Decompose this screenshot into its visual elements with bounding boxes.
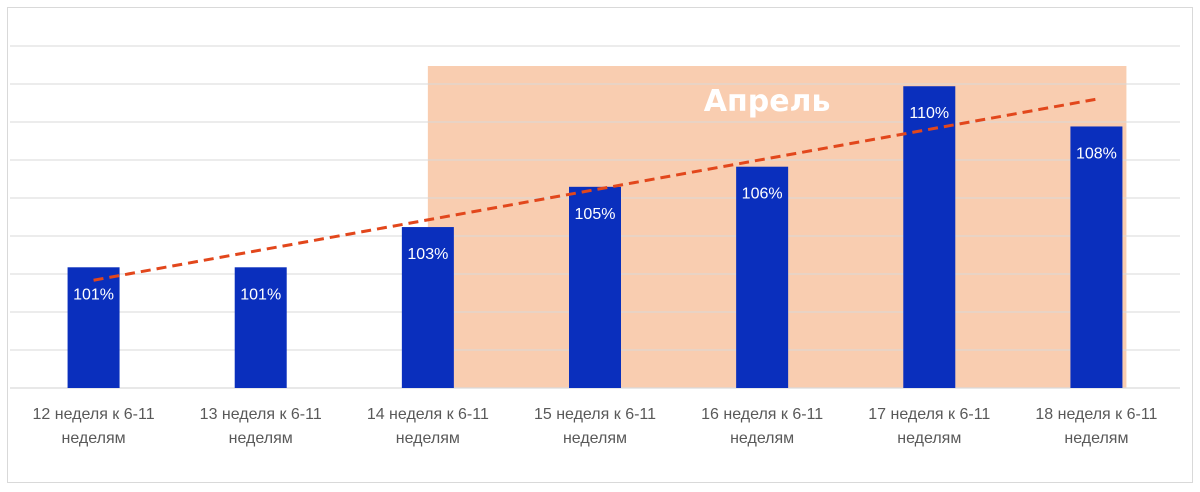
data-label: 108%	[1076, 145, 1117, 162]
x-tick-label: 16 неделя к 6-11 неделям	[701, 406, 823, 447]
data-label: 105%	[575, 206, 616, 223]
bar	[903, 86, 956, 388]
x-tick-label-line: 14 неделя к 6-11	[367, 406, 489, 423]
x-tick-layer: 12 неделя к 6-11 неделям 13 неделя к 6-11 н…	[33, 406, 1158, 447]
data-label: 103%	[407, 246, 448, 263]
bar	[736, 166, 789, 388]
x-tick-label-line: неделям	[1064, 430, 1128, 447]
x-tick-label: 12 неделя к 6-11 неделям	[33, 406, 155, 447]
x-tick-label-line: 12 неделя к 6-11	[33, 406, 155, 423]
x-tick-label-line: 18 неделя к 6-11	[1035, 406, 1157, 423]
x-tick-label: 14 неделя к 6-11 неделям	[367, 406, 489, 447]
x-tick-label-line: неделям	[62, 430, 126, 447]
x-tick-label-line: 17 неделя к 6-11	[868, 406, 990, 423]
label-layer: 101% 101% 103% 105% 106% 110% 108%	[73, 105, 1117, 303]
x-tick-label-line: неделям	[563, 430, 627, 447]
bar-layer	[67, 86, 1123, 389]
x-tick-label-line: неделям	[229, 430, 293, 447]
x-tick-label-line: неделям	[396, 430, 460, 447]
x-tick-label: 17 неделя к 6-11 неделям	[868, 406, 990, 447]
bar	[1070, 126, 1123, 389]
x-tick-label-line: неделям	[730, 430, 794, 447]
data-label: 101%	[240, 286, 281, 303]
bar	[67, 267, 120, 388]
x-tick-label-line: 13 неделя к 6-11	[200, 406, 322, 423]
x-tick-label-line: 16 неделя к 6-11	[701, 406, 823, 423]
bar	[234, 267, 287, 388]
april-region-label: Апрель	[704, 84, 831, 119]
bar	[401, 227, 454, 388]
trendline-layer	[93, 97, 1097, 282]
x-tick-label-line: неделям	[897, 430, 961, 447]
x-tick-label: 15 неделя к 6-11 неделям	[534, 406, 656, 447]
x-tick-label: 18 неделя к 6-11 неделям	[1035, 406, 1157, 447]
trendline	[93, 97, 1097, 282]
data-label: 110%	[909, 105, 949, 122]
x-tick-label-line: 15 неделя к 6-11	[534, 406, 656, 423]
data-label: 106%	[742, 186, 783, 203]
bar	[569, 186, 621, 388]
data-label: 101%	[73, 286, 114, 303]
x-tick-label: 13 неделя к 6-11 неделям	[200, 406, 322, 447]
